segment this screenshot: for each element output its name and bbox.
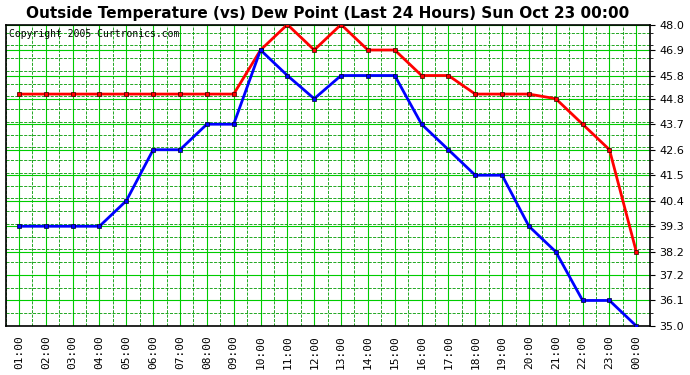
- Text: Copyright 2005 Curtronics.com: Copyright 2005 Curtronics.com: [9, 29, 179, 39]
- Title: Outside Temperature (vs) Dew Point (Last 24 Hours) Sun Oct 23 00:00: Outside Temperature (vs) Dew Point (Last…: [26, 6, 629, 21]
